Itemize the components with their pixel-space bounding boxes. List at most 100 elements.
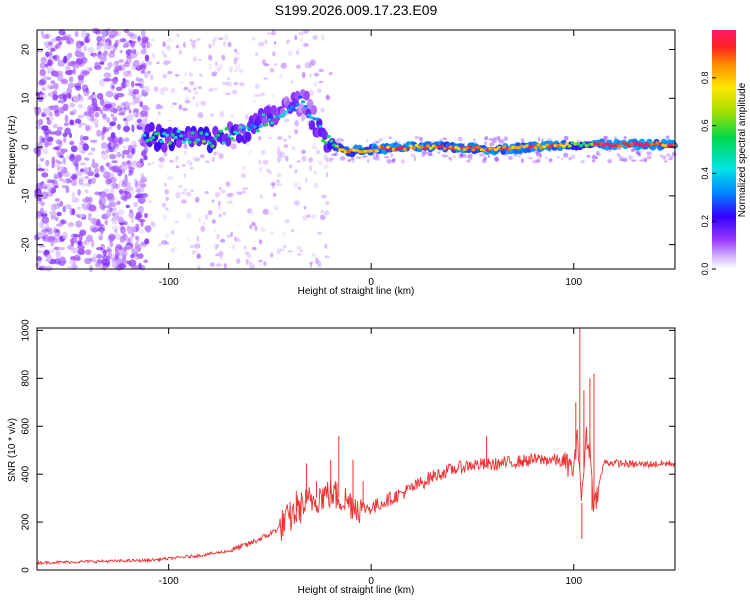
spectrogram-noise-point (59, 106, 65, 114)
spectrogram-noise-point (326, 96, 331, 101)
spectrogram-noise-point (118, 189, 123, 195)
spectrogram-noise-point (121, 249, 128, 257)
spectrogram-noise-point (130, 254, 135, 259)
spectrogram-noise-point (118, 179, 126, 187)
spectrogram-noise-point (72, 174, 78, 180)
spectrogram-noise-point (366, 139, 369, 142)
spectrogram-y-tick-label: 20 (21, 44, 32, 56)
spectrogram-noise-point (164, 189, 169, 195)
spectrogram-noise-point (196, 253, 201, 259)
spectrogram-noise-point (92, 53, 100, 60)
spectrogram-noise-point (143, 259, 149, 264)
spectrogram-noise-point (493, 136, 497, 140)
spectrogram-noise-point (390, 152, 394, 158)
spectrogram-ridge-point (499, 147, 504, 151)
spectrogram-ridge-point (508, 147, 513, 151)
spectrogram-noise-point (137, 218, 146, 223)
spectrogram-noise-point (274, 63, 278, 66)
spectrogram-noise-point (182, 188, 188, 192)
spectrogram-noise-point (84, 189, 89, 194)
spectrogram-noise-point (108, 200, 114, 205)
spectrogram-noise-point (122, 70, 130, 77)
spectrogram-noise-point (115, 233, 121, 241)
spectrogram-ridge-point (210, 139, 217, 150)
spectrogram-noise-point (91, 227, 98, 233)
spectrogram-noise-point (41, 172, 49, 178)
spectrogram-noise-point (266, 168, 270, 173)
spectrogram-noise-point (129, 152, 133, 161)
spectrogram-noise-point (306, 214, 311, 218)
spectrogram-noise-point (116, 92, 125, 98)
spectrogram-noise-point (137, 196, 146, 204)
spectrogram-noise-point (38, 244, 46, 248)
spectrogram-noise-point (84, 37, 91, 43)
spectrogram-noise-point (183, 143, 188, 148)
spectrogram-noise-point (110, 50, 116, 54)
spectrogram-ridge-point (386, 145, 391, 149)
spectrogram-noise-point (303, 29, 309, 34)
spectrogram-ridge-point (308, 120, 316, 131)
snr-y-tick-label: 800 (21, 370, 32, 387)
spectrogram-noise-point (317, 231, 322, 235)
spectrogram-noise-point (48, 51, 53, 57)
snr-spikes (295, 328, 595, 539)
spectrogram-noise-point (288, 164, 293, 169)
spectrogram-noise-point (535, 151, 542, 157)
spectrogram-noise-point (308, 157, 314, 163)
spectrogram-noise-point (117, 218, 126, 223)
spectrogram-noise-point (115, 86, 123, 92)
spectrogram-noise-point (520, 158, 525, 163)
spectrogram-noise-point (318, 68, 324, 73)
snr-y-tick-label: 1000 (21, 319, 32, 342)
spectrogram-noise-point (47, 45, 54, 51)
spectrogram-noise-point (39, 221, 45, 229)
spectrogram-noise-point (107, 62, 113, 68)
spectrogram-noise-point (58, 29, 66, 36)
spectrogram-noise-point (83, 111, 90, 117)
spectrogram-noise-point (103, 171, 107, 176)
spectrogram-noise-point (39, 68, 46, 77)
spectrogram-noise-point (41, 55, 46, 62)
spectrogram-noise-point (37, 168, 45, 172)
spectrogram-noise-point (222, 36, 229, 40)
spectrogram-noise-point (283, 138, 287, 142)
spectrogram-ridge-point (238, 125, 243, 129)
spectrogram-ridge-point (267, 118, 272, 122)
spectrogram-noise-point (161, 240, 168, 245)
spectrogram-noise-point (94, 29, 102, 35)
spectrogram-noise-point (127, 173, 132, 177)
spectrogram-noise-point (105, 148, 109, 154)
spectrogram-ridge-point (545, 143, 549, 147)
spectrogram-noise-point (664, 160, 668, 163)
spectrogram-noise-point (254, 83, 260, 90)
spectrogram-noise-point (170, 230, 175, 235)
spectrogram-noise-point (254, 94, 261, 97)
spectrogram-noise-point (75, 213, 80, 218)
spectrogram-noise-point (320, 209, 325, 214)
spectrogram-ridge-point (618, 144, 623, 148)
spectrogram-noise-point (90, 256, 99, 262)
spectrogram-noise-point (304, 62, 311, 69)
spectrogram-noise-point (520, 138, 525, 143)
spectrogram-noise-point (400, 159, 405, 164)
spectrogram-noise-point (150, 161, 155, 165)
spectrogram-ridge-point (598, 141, 603, 145)
spectrogram-noise-point (119, 235, 125, 243)
spectrogram-noise-point (92, 253, 97, 260)
spectrogram-noise-point (53, 45, 58, 52)
spectrogram-noise-point (57, 203, 61, 208)
spectrogram-noise-point (243, 245, 248, 250)
spectrogram-noise-point (45, 141, 50, 148)
spectrogram-noise-point (283, 244, 287, 249)
spectrogram-noise-point (41, 125, 49, 131)
spectrogram-noise-point (48, 235, 56, 241)
spectrogram-noise-point (325, 94, 330, 101)
spectrogram-noise-point (332, 153, 336, 156)
spectrogram-noise-point (285, 155, 289, 162)
spectrogram-noise-point (132, 91, 136, 99)
spectrogram-noise-point (90, 239, 95, 248)
spectrogram-ridge-point (188, 137, 195, 148)
spectrogram-noise-point (484, 140, 487, 146)
spectrogram-noise-point (54, 130, 62, 136)
spectrogram-noise-point (143, 156, 148, 161)
